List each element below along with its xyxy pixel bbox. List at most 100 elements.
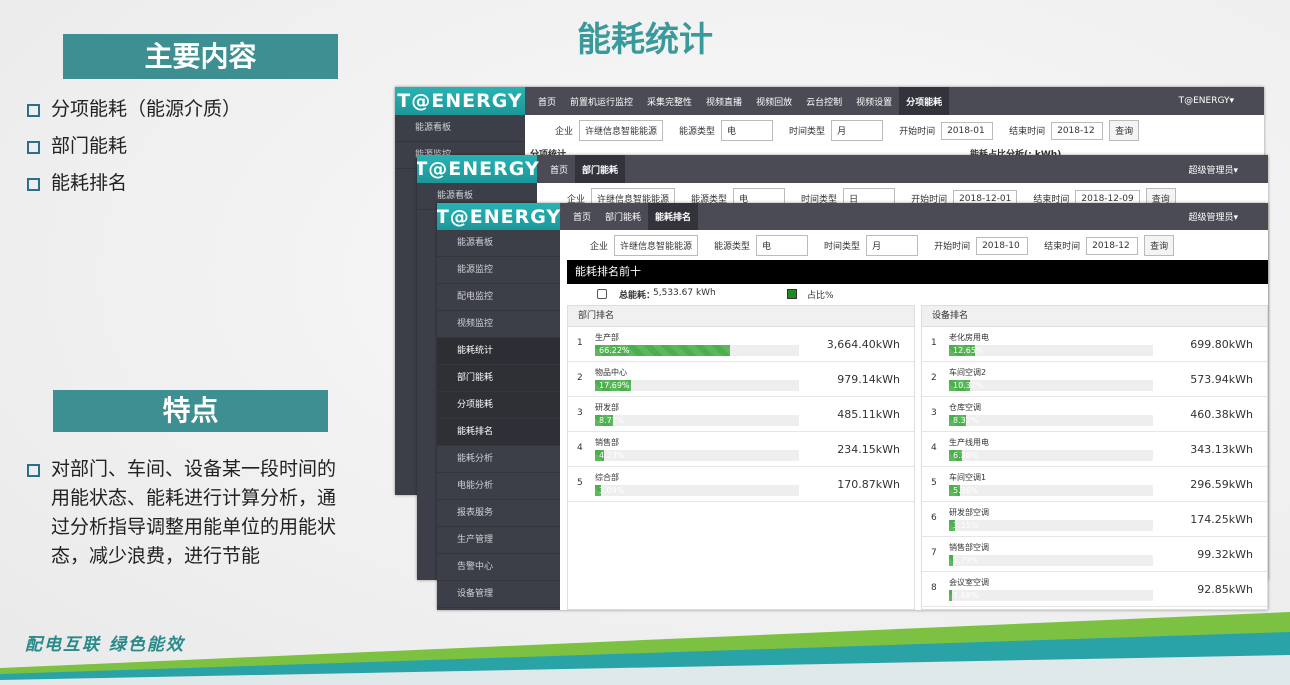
rank: 1 [577,338,583,348]
share-bar: 3.09% [595,485,624,496]
legend-label: 占比% [807,291,834,301]
bar-track: 3.09% [595,485,799,496]
rank: 6 [931,513,937,523]
bar-track: 66.22% [595,345,799,356]
row-value: 3,664.40kWh [826,338,900,351]
section-heading: 主要内容 [63,34,338,79]
filter-input[interactable]: 许继信息智能能源 [579,120,664,141]
filter-input[interactable]: 2018-10 [976,236,1029,255]
filter-input[interactable]: 电 [721,120,774,141]
sidebar: 能源看板 能源监控 配电监控 视频监控 能耗统计 部门能耗 分项能耗 能耗排名 能耗分析 电能分析… [437,230,560,610]
sidebar-item[interactable]: 配电监控 [437,284,560,311]
rank: 2 [577,373,583,383]
ranking-row: 1 生产部 66.22% 3,664.40kWh [568,327,914,362]
filter-input[interactable]: 许继信息智能能源 [614,235,699,256]
share-label: 8.32% [953,416,979,425]
row-value: 92.85kWh [1197,583,1253,596]
ranking-row: 4 生产线用电 6.20% 343.13kWh [922,432,1267,467]
nav-tab[interactable]: 前置机运行监控 [570,97,634,108]
bar-track: 8.77% [595,415,799,426]
filter-input[interactable]: 2018-01 [941,121,994,140]
filter-input[interactable]: 月 [831,120,884,141]
ranking-row: 8 会议室空调 1.68% 92.85kWh [922,572,1267,607]
nav-tab[interactable]: 部门能耗 [605,213,642,223]
sidebar-item[interactable]: 报表服务 [437,500,560,527]
nav-tab[interactable]: 首页 [550,165,569,176]
bar-track: 8.32% [949,415,1153,426]
screenshot-window: T@ENERGY 首页 部门能耗 能耗排名 超级管理员▾ 能源看板 能源监控 配电监控 视频监控… [437,203,1268,610]
share-bar: 1.79% [949,555,978,566]
sidebar-item[interactable]: 视频监控 [437,311,560,338]
nav-tab[interactable]: 能耗排名 [648,203,699,230]
share-bar: 17.69% [595,380,632,391]
logo: T@ENERGY [395,87,525,115]
item-list: 对部门、车间、设备某一段时间的用能状态、能耗进行计算分析，通过分析指导调整用能单… [25,455,347,579]
user-menu[interactable]: 超级管理员▾ [1188,213,1238,223]
ranking-row: 2 物品中心 17.69% 979.14kWh [568,362,914,397]
filter-label: 能源类型 [691,195,728,205]
sidebar-item[interactable]: 告警中心 [437,554,560,581]
rank: 8 [931,583,937,593]
nav-tab[interactable]: 分项能耗 [899,87,950,115]
user-menu[interactable]: T@ENERGY▾ [1178,96,1234,106]
share-label: 66.22% [599,346,630,355]
share-bar: 6.20% [949,450,978,461]
nav-tab[interactable]: 采集完整性 [647,97,693,108]
bullet-item: 能耗排名 [25,169,365,198]
rank: 2 [931,373,937,383]
nav-tab[interactable]: 首页 [573,213,592,223]
filter-input[interactable]: 2018-12 [1051,121,1104,140]
sidebar-item[interactable]: 能源看板 [437,230,560,257]
sidebar-item[interactable]: 设备管理 [437,581,560,608]
bar-track: 1.68% [949,590,1153,601]
user-menu[interactable]: 超级管理员▾ [1188,165,1238,176]
nav-tab[interactable]: 视频回放 [756,97,793,108]
row-name: 生产部 [595,333,619,342]
filter-label: 企业 [555,127,574,137]
sidebar-item[interactable]: 能源监控 [437,257,560,284]
sidebar-item[interactable]: 巡回检查 [437,608,560,610]
sidebar-item[interactable]: 能耗排名 [437,419,560,446]
bar-track: 3.15% [949,520,1153,531]
nav-tab[interactable]: 部门能耗 [575,155,626,183]
slide-title: 能耗统计 [577,20,713,60]
nav-tab[interactable]: 视频直播 [706,97,743,108]
nav-tab[interactable]: 首页 [538,97,557,108]
ranking-row: 4 销售部 4.23% 234.15kWh [568,432,914,467]
sidebar-item[interactable]: 能耗统计 [437,338,560,365]
share-label: 3.09% [599,486,625,495]
share-bar: 4.23% [595,450,624,461]
share-label: 1.79% [953,556,979,565]
sidebar-item[interactable]: 能源看板 [395,115,525,142]
rank: 5 [931,478,937,488]
filter-input[interactable]: 月 [866,235,919,256]
filter-label: 时间类型 [801,195,838,205]
query-button[interactable]: 查询 [1109,120,1140,141]
bullet-item: 对部门、车间、设备某一段时间的用能状态、能耗进行计算分析，通过分析指导调整用能单… [25,455,347,571]
total-label: 总能耗： [619,291,656,301]
filter-input[interactable]: 电 [756,235,809,256]
filter-label: 企业 [567,195,586,205]
filter-label: 企业 [590,242,609,252]
sidebar-item[interactable]: 生产管理 [437,527,560,554]
sidebar-item[interactable]: 分项能耗 [437,392,560,419]
filter-label: 能源类型 [714,242,751,252]
bar-track: 5.36% [949,485,1153,496]
sidebar-item[interactable]: 能耗分析 [437,446,560,473]
row-name: 销售部空调 [949,543,989,552]
filter-label: 结束时间 [1033,195,1070,205]
filter-input[interactable]: 2018-12 [1086,236,1139,255]
checkbox [597,289,607,299]
share-label: 3.15% [953,521,979,530]
nav-tab[interactable]: 云台控制 [806,97,843,108]
share-label: 5.36% [953,486,979,495]
ranking-row: 6 研发部空调 3.15% 174.25kWh [922,502,1267,537]
nav-tab[interactable]: 视频设置 [856,97,893,108]
row-value: 460.38kWh [1190,408,1253,421]
sidebar-item[interactable]: 部门能耗 [437,365,560,392]
sidebar-item[interactable]: 电能分析 [437,473,560,500]
query-button[interactable]: 查询 [1144,235,1175,256]
rank: 7 [931,548,937,558]
rank: 1 [931,338,937,348]
row-value: 699.80kWh [1190,338,1253,351]
